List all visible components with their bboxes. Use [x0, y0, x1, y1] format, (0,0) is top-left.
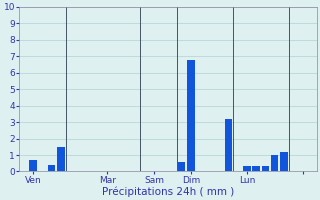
X-axis label: Précipitations 24h ( mm ): Précipitations 24h ( mm ): [102, 186, 234, 197]
Bar: [271, 155, 278, 171]
Bar: [252, 166, 260, 171]
Bar: [57, 147, 65, 171]
Bar: [48, 165, 55, 171]
Bar: [280, 152, 288, 171]
Bar: [178, 162, 186, 171]
Bar: [29, 160, 37, 171]
Bar: [243, 166, 251, 171]
Bar: [225, 119, 232, 171]
Bar: [187, 60, 195, 171]
Bar: [262, 166, 269, 171]
